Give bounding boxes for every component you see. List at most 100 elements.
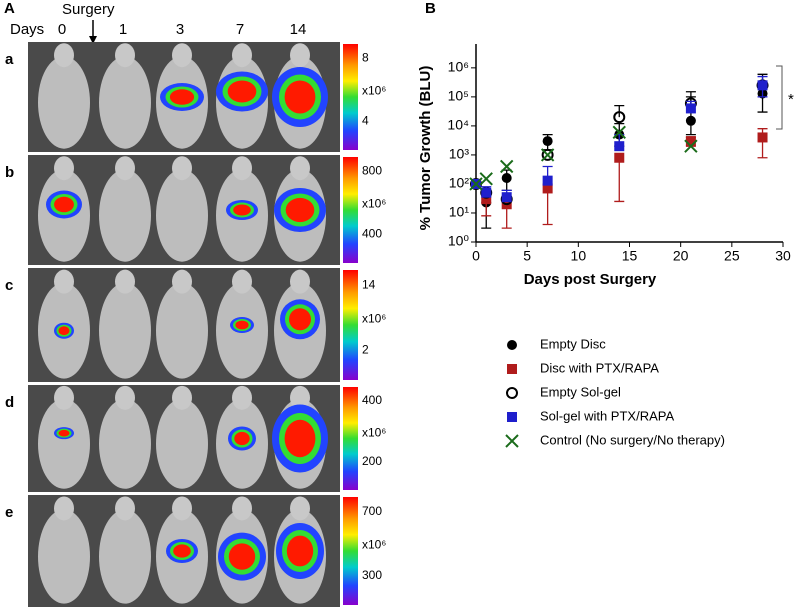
data-point [542, 175, 553, 186]
signal [54, 196, 74, 213]
signal [289, 308, 311, 331]
mouse [38, 509, 90, 604]
row-label: c [5, 277, 13, 294]
legend-label: Control (No surgery/No therapy) [540, 432, 725, 447]
data-point [614, 141, 625, 152]
mouse-head [54, 156, 74, 181]
signal [234, 431, 250, 446]
mouse-head [115, 156, 135, 181]
legend-marker [507, 412, 517, 422]
signal [286, 535, 314, 567]
days-label: Days [10, 21, 44, 38]
mouse-head [54, 385, 74, 410]
signal [58, 429, 70, 437]
y-tick-label: 10⁴ [447, 117, 469, 133]
mouse [99, 56, 151, 149]
color-scale [343, 270, 358, 380]
legend-label: Disc with PTX/RAPA [540, 360, 659, 375]
scale-unit: x10⁶ [362, 538, 386, 552]
signal [284, 80, 316, 114]
annotation: * [788, 91, 794, 108]
legend-marker [505, 434, 519, 448]
signal [58, 326, 70, 336]
signal [235, 320, 249, 330]
mouse-head [115, 43, 135, 68]
scale-tick-label: 8 [362, 51, 369, 65]
mouse-head [232, 496, 252, 521]
mouse-head [232, 385, 252, 410]
legend-marker [507, 364, 517, 374]
data-point [501, 173, 512, 184]
row-label: b [5, 164, 14, 181]
mouse-head [172, 156, 192, 181]
signal [233, 204, 251, 216]
data-point [542, 136, 553, 147]
y-axis-label: % Tumor Growth (BLU) [417, 66, 434, 231]
data-point [469, 177, 483, 191]
scale-tick-label: 400 [362, 226, 382, 240]
color-scale [343, 44, 358, 150]
scale-tick-label: 200 [362, 454, 382, 468]
scale-unit: x10⁶ [362, 84, 386, 98]
y-tick-label: 10⁰ [448, 233, 470, 249]
scale-unit: x10⁶ [362, 425, 386, 439]
error-bar [542, 188, 553, 226]
data-point [757, 132, 768, 143]
data-point [685, 103, 696, 114]
y-tick-label: 10¹ [449, 204, 470, 220]
data-point [612, 125, 626, 140]
x-tick-label: 0 [472, 248, 480, 264]
mouse-head [54, 269, 74, 294]
mouse-head [232, 156, 252, 181]
mouse-head [290, 269, 310, 294]
data-point [614, 152, 625, 163]
mouse-head [54, 496, 74, 521]
signal [285, 197, 315, 223]
scale-tick-label: 700 [362, 504, 382, 518]
mouse [99, 169, 151, 262]
signal [227, 80, 257, 103]
legend-marker [506, 387, 518, 399]
surgery-label: Surgery [62, 1, 115, 18]
data-point [757, 80, 768, 91]
scale-tick-label: 4 [362, 113, 369, 127]
scale-tick-label: 14 [362, 277, 376, 291]
y-tick-label: 10⁵ [448, 88, 469, 104]
data-point [684, 139, 698, 153]
mouse [156, 169, 208, 262]
scale-tick-label: 400 [362, 393, 382, 407]
data-point [685, 136, 696, 147]
mouse-head [115, 496, 135, 521]
row-label: e [5, 504, 13, 521]
legend-label: Empty Sol-gel [540, 384, 621, 399]
data-point [541, 148, 554, 161]
data-point [499, 159, 514, 174]
data-point [542, 183, 553, 194]
x-tick-label: 15 [622, 248, 638, 264]
data-point [613, 111, 626, 124]
scale-tick-label: 300 [362, 568, 382, 582]
color-scale [343, 387, 358, 490]
mouse [38, 398, 90, 489]
mouse-head [290, 156, 310, 181]
mouse-head [172, 496, 192, 521]
legend-marker [507, 340, 517, 350]
mouse [99, 509, 151, 604]
x-tick-label: 10 [571, 248, 587, 264]
scale-unit: x10⁶ [362, 311, 386, 325]
mouse-head [115, 269, 135, 294]
mouse-head [290, 496, 310, 521]
legend-label: Sol-gel with PTX/RAPA [540, 408, 674, 423]
signal [169, 89, 195, 105]
data-point [481, 187, 492, 198]
scale-tick-label: 2 [362, 342, 369, 356]
x-tick-label: 25 [724, 248, 740, 264]
error-bar [614, 157, 625, 203]
mouse-head [172, 269, 192, 294]
data-point [540, 148, 555, 162]
mouse [38, 56, 90, 149]
x-axis-label: Days post Surgery [524, 271, 657, 288]
y-tick-label: 10³ [449, 146, 470, 162]
row-label: a [5, 51, 14, 68]
